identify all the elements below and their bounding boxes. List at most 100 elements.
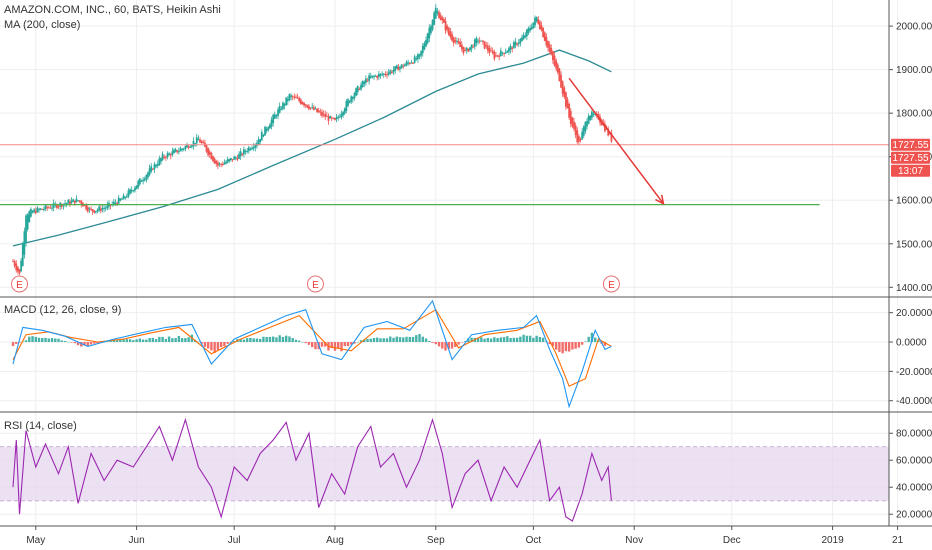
macd-hist-bar-46: [161, 336, 164, 343]
macd-hist-bar-16: [63, 341, 67, 343]
earnings-marker-2[interactable]: E: [602, 275, 620, 293]
candle-339: [563, 85, 566, 99]
macd-hist-bar-39: [138, 338, 142, 343]
candle-40: [77, 200, 79, 202]
price-tick-label-1: 1900.00: [896, 65, 932, 76]
candle-261: [436, 7, 439, 16]
candle-186: [314, 106, 317, 110]
macd-hist-bar-71: [242, 339, 246, 343]
candle-58: [106, 201, 109, 211]
candle-307: [511, 45, 514, 53]
candle-95: [166, 151, 169, 160]
candle-302: [503, 52, 505, 57]
candle-320: [532, 22, 535, 29]
time-tick-label-5: Oct: [526, 535, 542, 546]
candle-264: [441, 15, 444, 25]
rsi-line: [12, 417, 612, 522]
macd-hist-bar-74: [252, 338, 255, 343]
macd-hist-bar-51: [177, 336, 181, 343]
candle-338: [561, 80, 564, 97]
macd-hist-bar-100: [337, 342, 340, 349]
candle-349: [579, 137, 582, 143]
candle-17: [39, 207, 42, 211]
macd-hist-bar-155: [515, 337, 519, 343]
candle-235: [394, 66, 397, 75]
candle-345: [573, 118, 575, 132]
candle-91: [160, 157, 162, 165]
candle-226: [379, 73, 382, 79]
earnings-marker-1[interactable]: E: [306, 275, 324, 293]
candle-276: [460, 40, 463, 52]
chart-title: AMAZON.COM, INC., 60, BATS, Heikin Ashi: [4, 4, 221, 16]
candle-39: [75, 195, 78, 203]
candle-23: [49, 204, 52, 209]
price-tick-label-5: 1500.00: [896, 239, 932, 250]
candle-241: [404, 63, 406, 67]
candle-278: [464, 47, 466, 52]
macd-hist-bar-133: [444, 342, 447, 351]
earnings-marker-0[interactable]: E: [11, 275, 29, 293]
macd-hist-bar-88: [298, 340, 301, 343]
candle-127: [218, 162, 221, 167]
candle-154: [262, 134, 265, 138]
macd-hist-bar-64: [219, 342, 223, 348]
macd-hist-bar-150: [499, 337, 503, 343]
candle-155: [264, 126, 266, 136]
candle-1: [13, 259, 16, 268]
candle-4: [18, 268, 21, 276]
candle-325: [540, 21, 543, 32]
macd-hist-bar-42: [148, 337, 151, 343]
macd-hist-bar-2: [18, 342, 21, 343]
candle-129: [221, 161, 224, 167]
time-axis: May Jun Jul Aug Sep Oct Nov Dec 2019 21: [26, 526, 904, 546]
candle-337: [560, 71, 562, 89]
time-tick-label-3: Aug: [326, 535, 344, 546]
candle-68: [122, 193, 125, 200]
candle-198: [334, 117, 336, 121]
candle-292: [486, 42, 489, 54]
candle-115: [199, 137, 201, 143]
macd-hist-bar-147: [489, 338, 493, 343]
candle-333: [553, 51, 556, 67]
candle-293: [488, 44, 491, 56]
macd-hist-bar-110: [369, 338, 372, 343]
candle-269: [449, 27, 452, 40]
candle-207: [348, 100, 351, 104]
candle-335: [556, 62, 559, 75]
candle-284: [473, 38, 476, 50]
macd-hist-bar-84: [284, 335, 288, 343]
candle-221: [371, 75, 374, 79]
candle-41: [78, 200, 81, 204]
macd-hist-bar-134: [447, 342, 451, 349]
candle-173: [293, 93, 296, 100]
macd-hist-bar-23: [86, 342, 90, 346]
trend-arrow[interactable]: [568, 77, 665, 206]
macd-hist-bar-98: [330, 342, 333, 349]
macd-tick-label-0: 20.0000: [896, 308, 932, 319]
candle-94: [164, 155, 167, 161]
candle-128: [220, 162, 223, 168]
ma-indicator-label: MA (200, close): [4, 19, 80, 31]
macd-hist-bar-169: [561, 342, 564, 354]
candle-194: [327, 113, 330, 125]
price-tag-label: 1727.55: [892, 153, 929, 164]
candle-21: [46, 205, 49, 211]
candle-330: [548, 41, 551, 55]
candle-252: [421, 43, 424, 57]
candle-81: [143, 176, 146, 182]
macd-hist-bar-129: [431, 342, 434, 343]
candle-182: [308, 103, 310, 111]
candle-120: [207, 147, 210, 157]
candle-245: [410, 59, 413, 64]
candle-346: [574, 122, 577, 139]
candle-353: [586, 118, 588, 130]
candle-191: [322, 110, 325, 118]
candle-92: [161, 151, 164, 162]
macd-hist-bar-95: [320, 342, 324, 347]
macd-tick-label-1: 0.0000: [896, 338, 927, 349]
candle-222: [373, 74, 375, 80]
macd-hist-bar-112: [376, 337, 379, 343]
macd-hist-bar-101: [340, 342, 343, 352]
candle-354: [587, 113, 590, 125]
macd-hist-bar-8: [37, 337, 41, 343]
